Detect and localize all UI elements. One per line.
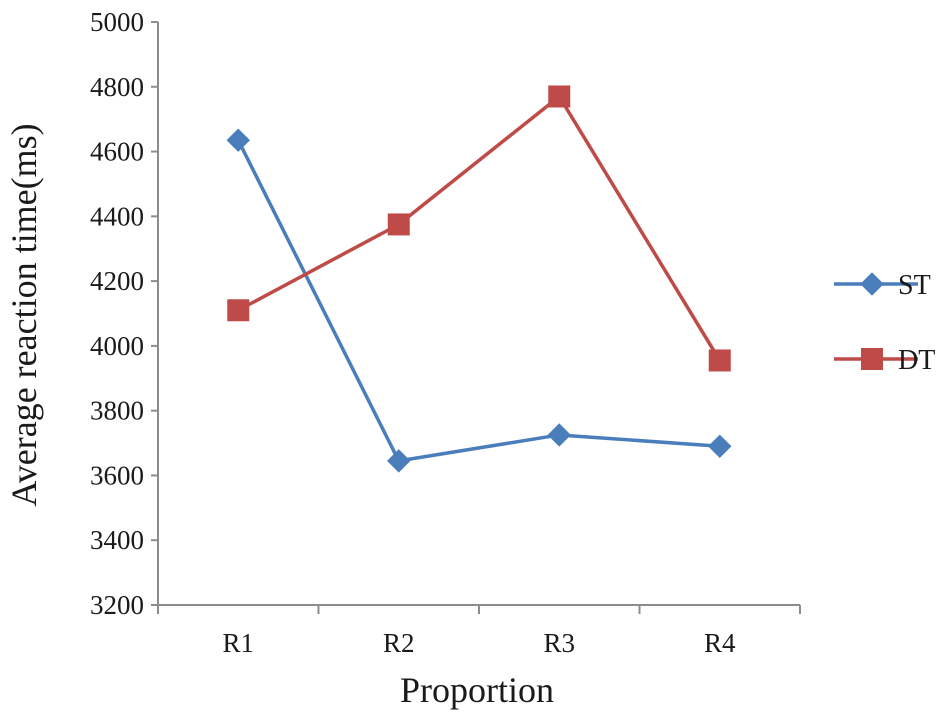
series-st-line: [236, 139, 720, 463]
series-st-point: [226, 128, 250, 152]
x-axis: R1 R2 R3 R4: [157, 604, 801, 658]
series-dt-point: [548, 85, 571, 108]
series-dt-line: [237, 94, 722, 362]
series-dt-point: [227, 299, 250, 322]
series-dt: [227, 85, 731, 372]
x-axis-title: Proportion: [400, 670, 554, 710]
y-tick-label: 4200: [90, 266, 144, 296]
x-tick-label: R2: [383, 628, 415, 658]
legend-st-marker: [860, 272, 884, 296]
legend-item-st: ST: [834, 270, 931, 301]
series-st-point: [547, 423, 571, 447]
x-tick-label: R3: [543, 628, 575, 658]
y-tick-label: 4600: [90, 137, 144, 167]
x-tick-label: R1: [222, 628, 254, 658]
series-st: [226, 128, 732, 473]
y-tick-label: 3400: [90, 525, 144, 555]
y-tick-label: 3200: [90, 590, 144, 620]
series-layer: [226, 85, 732, 473]
y-axis-title: Average reaction time(ms): [4, 123, 44, 506]
legend-item-dt: DT: [834, 345, 935, 376]
legend-st-label: ST: [898, 270, 931, 301]
y-tick-label: 4400: [90, 201, 144, 231]
legend-dt-label: DT: [898, 345, 935, 376]
y-tick-label: 5000: [90, 7, 144, 37]
legend: ST DT: [834, 270, 935, 376]
y-tick-label: 3600: [90, 460, 144, 490]
y-tick-label: 4000: [90, 331, 144, 361]
y-axis: 3200 3400 3600 3800 4000 4200 4400 4600 4800 5000: [90, 7, 159, 620]
y-tick-label: 4800: [90, 72, 144, 102]
x-tick-label: R4: [704, 628, 736, 658]
series-dt-point: [708, 349, 731, 372]
y-tick-label: 3800: [90, 396, 144, 426]
series-st-point: [708, 434, 732, 459]
series-dt-point: [387, 213, 410, 236]
series-st-point: [387, 449, 411, 473]
legend-dt-marker: [861, 348, 883, 370]
